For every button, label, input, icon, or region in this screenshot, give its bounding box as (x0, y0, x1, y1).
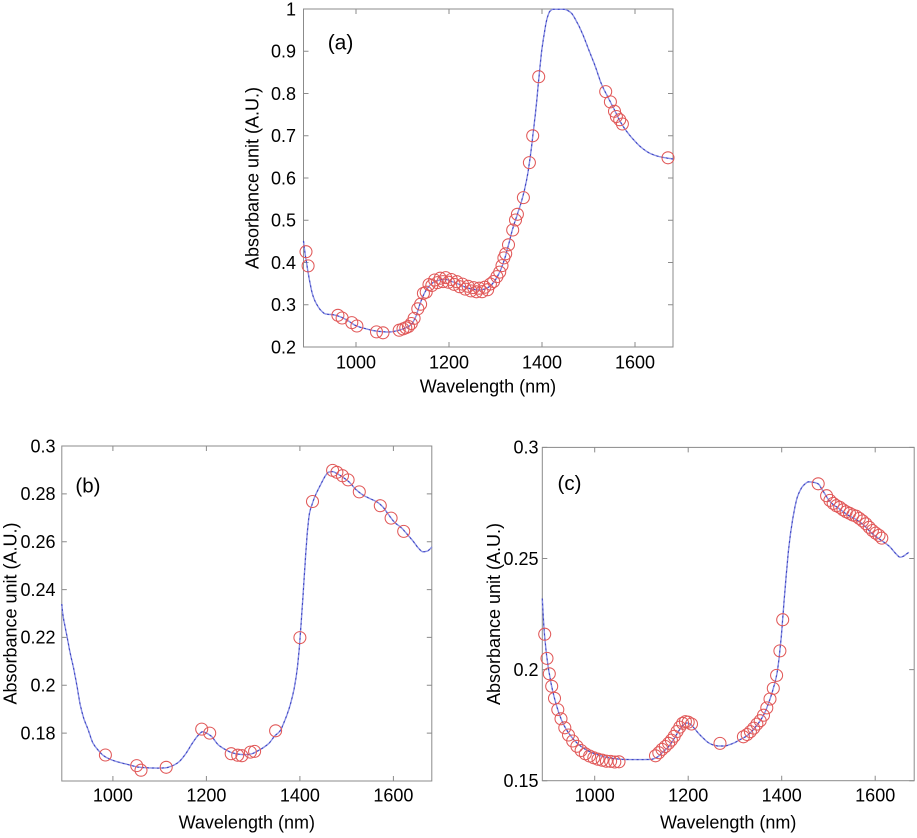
svg-text:Wavelength (nm): Wavelength (nm) (420, 377, 556, 397)
svg-text:0.4: 0.4 (271, 253, 296, 273)
svg-text:0.8: 0.8 (271, 84, 296, 104)
svg-text:1600: 1600 (615, 353, 655, 373)
svg-text:1400: 1400 (762, 786, 802, 806)
svg-text:0.22: 0.22 (20, 628, 55, 648)
svg-text:1000: 1000 (336, 353, 376, 373)
svg-text:1400: 1400 (280, 786, 320, 806)
svg-text:1600: 1600 (373, 786, 413, 806)
svg-text:1400: 1400 (522, 353, 562, 373)
svg-text:(b): (b) (75, 475, 100, 498)
svg-text:0.5: 0.5 (271, 211, 296, 231)
svg-text:1000: 1000 (575, 786, 615, 806)
svg-text:0.24: 0.24 (20, 580, 55, 600)
svg-text:1: 1 (286, 0, 296, 19)
svg-text:0.2: 0.2 (271, 337, 296, 357)
svg-text:0.2: 0.2 (513, 660, 538, 680)
svg-text:1600: 1600 (855, 786, 895, 806)
svg-text:1000: 1000 (93, 786, 133, 806)
svg-text:Wavelength (nm): Wavelength (nm) (179, 813, 315, 833)
svg-text:1200: 1200 (186, 786, 226, 806)
svg-text:0.28: 0.28 (20, 484, 55, 504)
svg-text:(c): (c) (558, 472, 582, 495)
svg-text:0.3: 0.3 (513, 438, 538, 458)
svg-text:0.9: 0.9 (271, 42, 296, 62)
svg-text:Wavelength (nm): Wavelength (nm) (660, 813, 796, 833)
svg-text:0.26: 0.26 (20, 532, 55, 552)
svg-text:Absorbance unit (A.U.): Absorbance unit (A.U.) (484, 523, 504, 705)
svg-text:0.2: 0.2 (30, 676, 55, 696)
svg-text:0.7: 0.7 (271, 126, 296, 146)
svg-text:0.3: 0.3 (271, 295, 296, 315)
svg-text:(a): (a) (328, 32, 354, 55)
svg-text:1200: 1200 (668, 786, 708, 806)
svg-text:0.6: 0.6 (271, 168, 296, 188)
svg-text:Absorbance unit (A.U.): Absorbance unit (A.U.) (243, 87, 263, 269)
svg-text:0.18: 0.18 (20, 723, 55, 743)
svg-text:0.25: 0.25 (503, 549, 538, 569)
svg-text:1200: 1200 (429, 353, 469, 373)
svg-text:Absorbance unit (A.U.): Absorbance unit (A.U.) (1, 522, 21, 704)
svg-text:0.3: 0.3 (30, 436, 55, 456)
svg-text:0.15: 0.15 (503, 771, 538, 791)
